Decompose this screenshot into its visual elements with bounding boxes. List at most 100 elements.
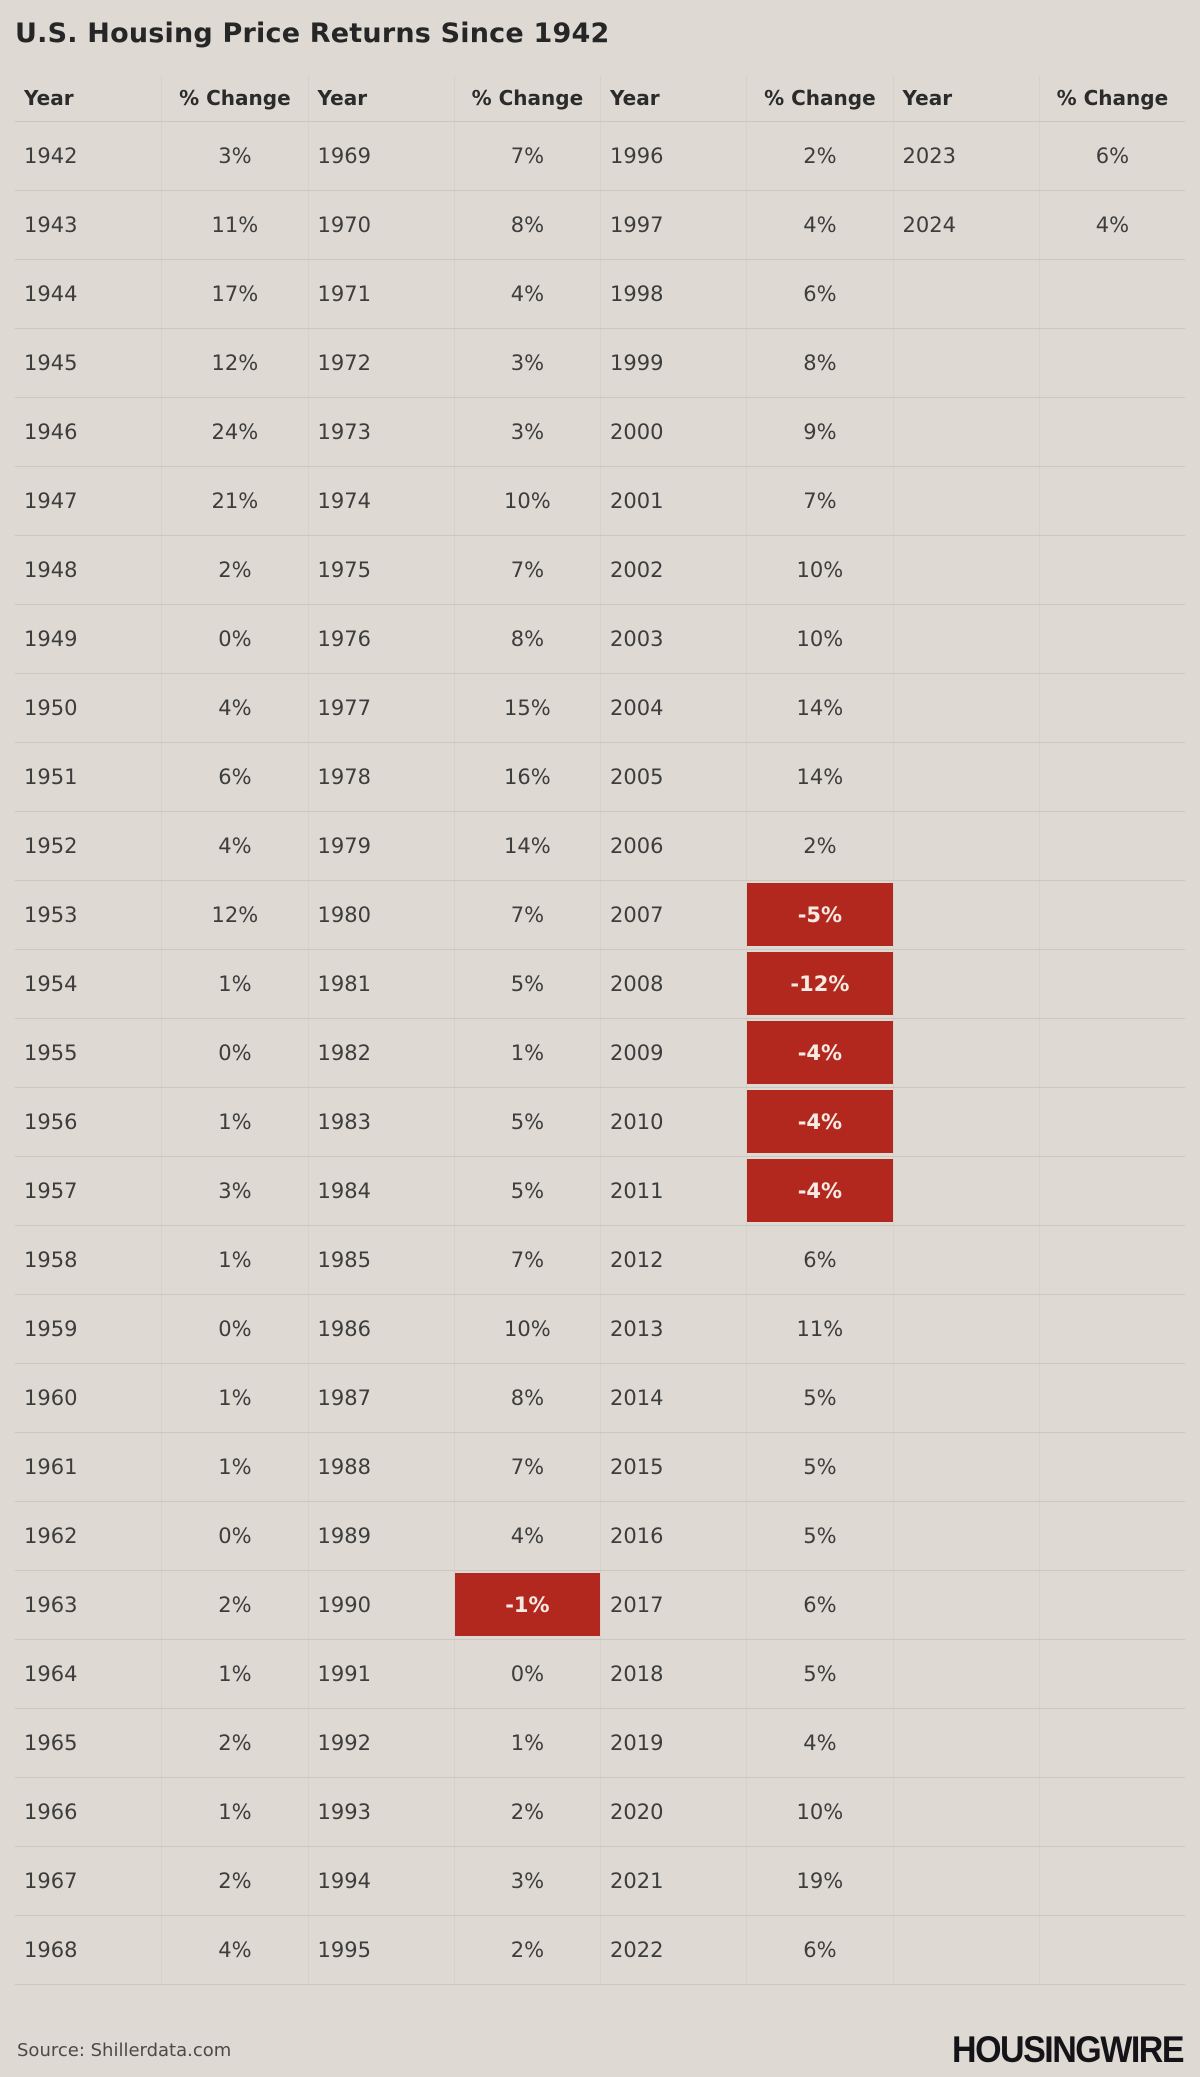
return-value: 5% (803, 1662, 837, 1686)
pct-change-cell: 14% (746, 743, 892, 811)
pct-change-cell: 10% (453, 467, 600, 535)
return-value: 12% (211, 351, 259, 375)
header-change-4: % Change (1038, 75, 1185, 121)
pct-change-cell: 8% (453, 1364, 600, 1432)
year-cell: 1995 (307, 1916, 454, 1984)
table-row: 1948 2% 1975 7% 2002 10% (15, 536, 1185, 605)
year-cell: 2022 (600, 1916, 746, 1984)
return-value: 14% (504, 834, 551, 858)
year-cell: 1951 (24, 765, 78, 789)
return-value: 6% (1095, 144, 1130, 168)
pct-change-cell (1038, 605, 1185, 673)
pct-change-cell (1038, 881, 1185, 949)
return-value: 17% (211, 282, 259, 306)
pct-change-cell: 11% (746, 1295, 892, 1363)
year-cell: 1969 (307, 122, 454, 190)
housingwire-logo: HOUSINGWIRE (952, 2029, 1184, 2071)
pct-change-cell: 12% (161, 881, 307, 949)
pct-change-cell: -12% (746, 950, 893, 1018)
pct-change-cell (1038, 329, 1185, 397)
year-cell: 2024 (892, 191, 1039, 259)
return-value: 2% (803, 144, 837, 168)
year-cell: 1993 (307, 1778, 454, 1846)
pct-change-cell: 6% (746, 260, 892, 328)
table-row: 1952 4% 1979 14% 2006 2% (15, 812, 1185, 881)
return-value: 8% (510, 627, 545, 651)
year-cell: 1986 (307, 1295, 454, 1363)
pct-change-cell: 16% (453, 743, 600, 811)
pct-change-cell: 3% (453, 398, 600, 466)
table-row: 1943 11% 1970 8% 1997 4% 2024 4% (15, 191, 1185, 260)
year-cell: 1954 (24, 972, 78, 996)
year-cell (892, 1502, 1039, 1570)
year-cell: 1981 (307, 950, 454, 1018)
table-body: 1942 3% 1969 7% 1996 2% 2023 6% 1943 11% 1970 8% 199… (15, 122, 1185, 1985)
table-row: 1953 12% 1980 7% 2007 -5% (15, 881, 1185, 950)
header-change-3: % Change (746, 75, 892, 121)
year-cell: 1977 (307, 674, 454, 742)
pct-change-cell: 8% (746, 329, 892, 397)
return-value: 5% (803, 1386, 837, 1410)
return-value: 16% (504, 765, 551, 789)
pct-change-cell: 6% (746, 1916, 892, 1984)
pct-change-cell: 17% (161, 260, 307, 328)
pct-change-cell: 0% (161, 1502, 307, 1570)
year-cell: 1989 (307, 1502, 454, 1570)
return-value: 2% (510, 1800, 545, 1824)
year-cell: 1983 (307, 1088, 454, 1156)
return-value: 1% (218, 1800, 252, 1824)
pct-change-cell: 2% (161, 1571, 307, 1639)
year-cell (892, 1226, 1039, 1294)
year-cell: 1959 (24, 1317, 78, 1341)
year-cell: 1971 (307, 260, 454, 328)
pct-change-cell: 5% (746, 1640, 892, 1708)
pct-change-cell (1038, 1226, 1185, 1294)
year-cell (892, 1433, 1039, 1501)
year-cell: 2007 (600, 881, 746, 949)
table-row: 1961 1% 1988 7% 2015 5% (15, 1433, 1185, 1502)
year-cell (892, 1019, 1039, 1087)
return-value: 8% (803, 351, 837, 375)
return-value: 14% (796, 765, 844, 789)
table-row: 1946 24% 1973 3% 2000 9% (15, 398, 1185, 467)
year-cell: 1990 (307, 1571, 454, 1639)
return-value: 1% (218, 1455, 252, 1479)
table-row: 1959 0% 1986 10% 2013 11% (15, 1295, 1185, 1364)
year-cell (892, 1571, 1039, 1639)
return-value: 10% (796, 558, 844, 582)
year-cell: 1957 (24, 1179, 78, 1203)
pct-change-cell: 4% (746, 1709, 892, 1777)
pct-change-cell: 6% (746, 1226, 892, 1294)
year-cell: 1997 (600, 191, 746, 259)
year-cell: 1979 (307, 812, 454, 880)
pct-change-cell: 7% (453, 536, 600, 604)
pct-change-cell: 24% (161, 398, 307, 466)
pct-change-cell (1038, 1847, 1185, 1915)
housing-returns-table: Year % Change Year % Change Year % Chang… (15, 75, 1185, 1985)
return-value: 2% (218, 1869, 252, 1893)
negative-return-highlight: -12% (747, 952, 893, 1015)
year-cell: 1980 (307, 881, 454, 949)
pct-change-cell (1038, 1019, 1185, 1087)
return-value: 4% (1095, 213, 1130, 237)
year-cell: 2018 (600, 1640, 746, 1708)
return-value: 7% (510, 558, 545, 582)
year-cell: 2017 (600, 1571, 746, 1639)
header-year-2: Year (307, 75, 454, 121)
table-row: 1962 0% 1989 4% 2016 5% (15, 1502, 1185, 1571)
year-cell: 2015 (600, 1433, 746, 1501)
year-cell: 2009 (600, 1019, 746, 1087)
year-cell: 1965 (24, 1731, 78, 1755)
pct-change-cell: 5% (746, 1502, 892, 1570)
return-value: 5% (510, 972, 545, 996)
pct-change-cell (1038, 950, 1185, 1018)
year-cell: 1953 (24, 903, 78, 927)
pct-change-cell (1038, 1088, 1185, 1156)
year-cell: 1992 (307, 1709, 454, 1777)
year-cell: 1956 (24, 1110, 78, 1134)
year-cell (892, 1847, 1039, 1915)
year-cell (892, 674, 1039, 742)
year-cell: 2006 (600, 812, 746, 880)
return-value: 4% (218, 696, 252, 720)
pct-change-cell: 2% (161, 1847, 307, 1915)
